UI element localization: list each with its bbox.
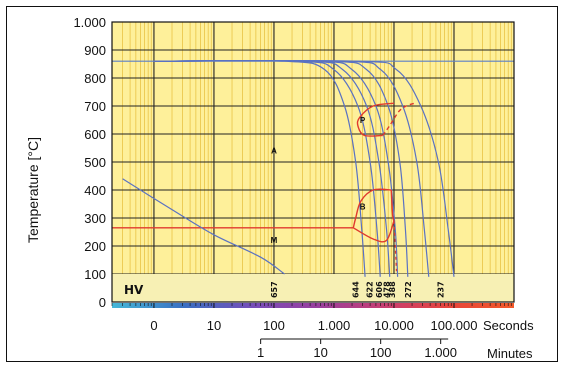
y-tick-label: 100 — [84, 267, 106, 282]
plot-border — [111, 21, 515, 303]
transformation-boundary — [393, 220, 398, 272]
region-label: A — [271, 147, 277, 156]
transformation-boundary — [352, 188, 392, 228]
y-tick-label: 1.000 — [73, 15, 106, 30]
x-axis-label-seconds: Seconds — [483, 318, 534, 333]
hardness-value: 657 — [270, 281, 279, 298]
hardness-value: 644 — [352, 281, 361, 298]
hv-band — [112, 274, 514, 302]
cooling-curves — [122, 59, 455, 277]
y-tick-label: 800 — [84, 71, 106, 86]
y-tick-label: 200 — [84, 239, 106, 254]
minutes-tick-label: 1.000 — [424, 345, 457, 360]
color-bar-fill — [112, 303, 514, 308]
x-tick-label: 1.000 — [318, 318, 351, 333]
y-tick-label: 400 — [84, 183, 106, 198]
x-tick-label: 0 — [150, 318, 157, 333]
x-axis-minutes: 1 10 100 1.000 — [257, 338, 457, 360]
y-tick-label: 600 — [84, 127, 106, 142]
x-axis-label-minutes: Minutes — [487, 346, 533, 361]
region-label: B — [360, 203, 366, 212]
hardness-value: 622 — [365, 281, 374, 298]
x-tick-label: 100 — [263, 318, 285, 333]
hardness-value: 478 — [382, 281, 391, 298]
x-axis-seconds-ticks: 0 10 100 1.000 10.000 100.000 — [150, 318, 477, 333]
y-tick-label: 500 — [84, 155, 106, 170]
hardness-value: 237 — [437, 281, 446, 298]
y-tick-label: 900 — [84, 43, 106, 58]
hardness-value: 606 — [375, 281, 384, 298]
x-tick-label: 10.000 — [374, 318, 414, 333]
x-tick-label: 10 — [207, 318, 221, 333]
x-tick-label: 100.000 — [430, 318, 477, 333]
chart-frame — [6, 6, 558, 362]
transformation-boundary — [352, 220, 395, 243]
major-grid — [112, 22, 514, 302]
y-tick-label: 0 — [99, 295, 106, 310]
minutes-tick-label: 1 — [257, 345, 264, 360]
y-tick-label: 300 — [84, 211, 106, 226]
transformation-boundary — [356, 102, 395, 137]
transformation-boundary — [390, 189, 395, 222]
hardness-value: 272 — [404, 281, 413, 298]
region-labels: A P B M — [271, 116, 366, 245]
region-label: P — [360, 116, 366, 125]
transformation-boundary — [382, 102, 415, 136]
y-tick-label: 700 — [84, 99, 106, 114]
color-bar — [111, 303, 514, 308]
cooling-curve — [153, 59, 455, 277]
y-axis-ticks: 0 100 200 300 400 500 600 700 800 900 1.000 — [73, 15, 106, 310]
hv-label: HV — [124, 283, 144, 297]
transformation-boundaries — [352, 102, 415, 272]
minutes-tick-label: 10 — [313, 345, 327, 360]
y-axis-label: Temperature [°C] — [25, 137, 41, 243]
cooling-curve — [122, 178, 285, 275]
hardness-value: 388 — [388, 281, 397, 298]
region-label: M — [271, 236, 278, 245]
minutes-tick-label: 100 — [370, 345, 392, 360]
